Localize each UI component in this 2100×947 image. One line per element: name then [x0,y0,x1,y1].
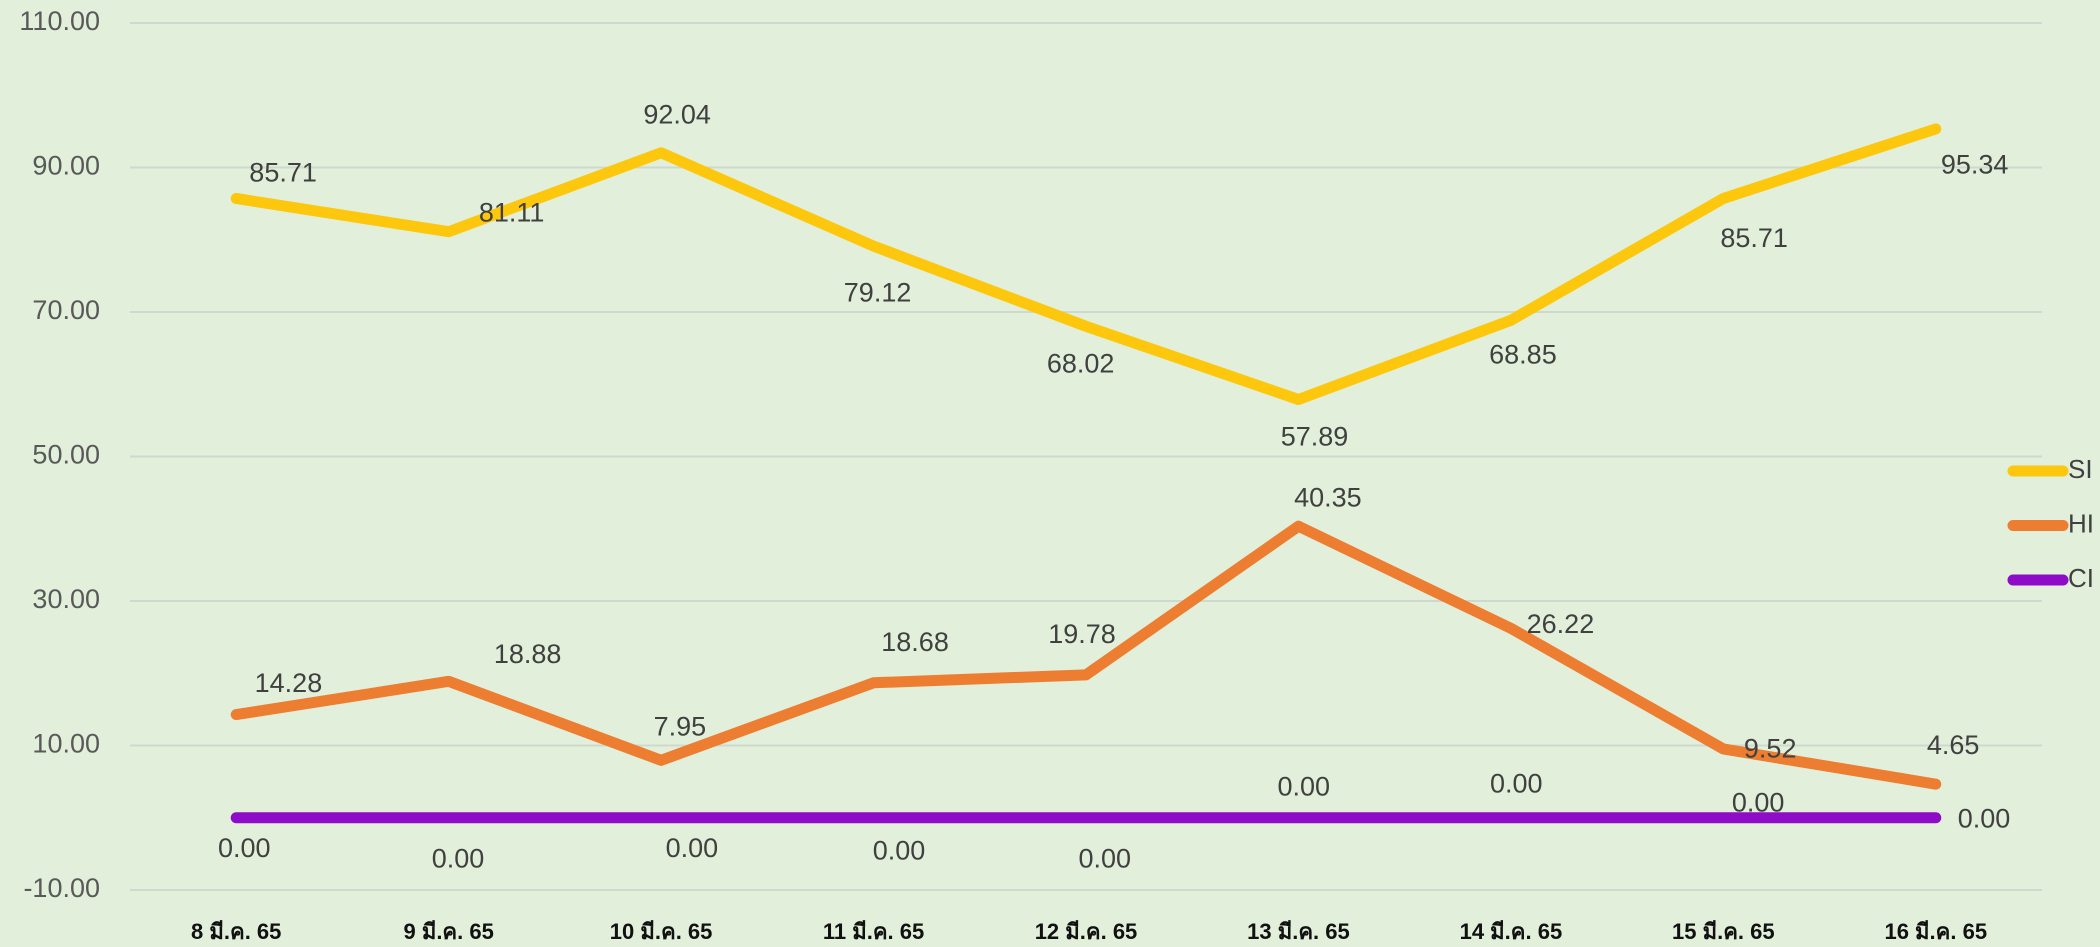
data-label: 26.22 [1527,609,1595,639]
y-tick-label: 50.00 [32,440,100,470]
x-tick-label: 9 มี.ค. 65 [403,919,493,944]
x-tick-label: 13 มี.ค. 65 [1247,919,1350,944]
data-label: 18.68 [881,627,949,657]
legend-label: CI [2068,563,2094,593]
data-label: 85.71 [1720,223,1788,253]
legend-label: HI [2068,508,2094,538]
data-label: 14.28 [255,668,323,698]
data-label: 0.00 [1278,771,1331,801]
data-label: 0.00 [218,833,271,863]
data-label: 40.35 [1294,483,1362,513]
x-tick-label: 15 มี.ค. 65 [1672,919,1775,944]
y-tick-label: 70.00 [32,295,100,325]
data-label: 0.00 [1078,844,1131,874]
y-tick-label: 30.00 [32,584,100,614]
data-label: 9.52 [1744,733,1797,763]
data-label: 57.89 [1281,421,1349,451]
data-label: 95.34 [1941,150,2009,180]
x-tick-label: 12 มี.ค. 65 [1035,919,1138,944]
data-label: 0.00 [873,836,926,866]
data-label: 18.88 [494,639,562,669]
legend-label: SI [2068,454,2093,484]
data-label: 0.00 [1958,804,2011,834]
y-tick-label: 110.00 [19,6,100,36]
data-label: 68.02 [1047,348,1115,378]
data-label: 81.11 [479,197,545,227]
x-tick-label: 14 มี.ค. 65 [1460,919,1563,944]
data-label: 0.00 [1732,787,1785,817]
series-line [230,123,1942,405]
x-tick-label: 8 มี.ค. 65 [191,919,281,944]
x-tick-label: 10 มี.ค. 65 [610,919,713,944]
data-label: 92.04 [643,100,711,130]
data-label: 79.12 [844,277,912,307]
data-label: 0.00 [1490,769,1543,799]
x-tick-label: 16 มี.ค. 65 [1884,919,1987,944]
series-line [230,520,1942,790]
data-label: 0.00 [666,833,719,863]
data-label: 0.00 [432,844,485,874]
data-label: 68.85 [1489,340,1557,370]
data-label: 4.65 [1927,730,1980,760]
data-label: 19.78 [1048,619,1116,649]
y-tick-label: 90.00 [32,151,100,181]
data-label: 7.95 [654,711,707,741]
y-tick-label: 10.00 [32,729,100,759]
x-tick-label: 11 มี.ค. 65 [823,919,924,944]
y-tick-label: -10.00 [23,873,100,903]
data-label: 85.71 [249,158,317,188]
